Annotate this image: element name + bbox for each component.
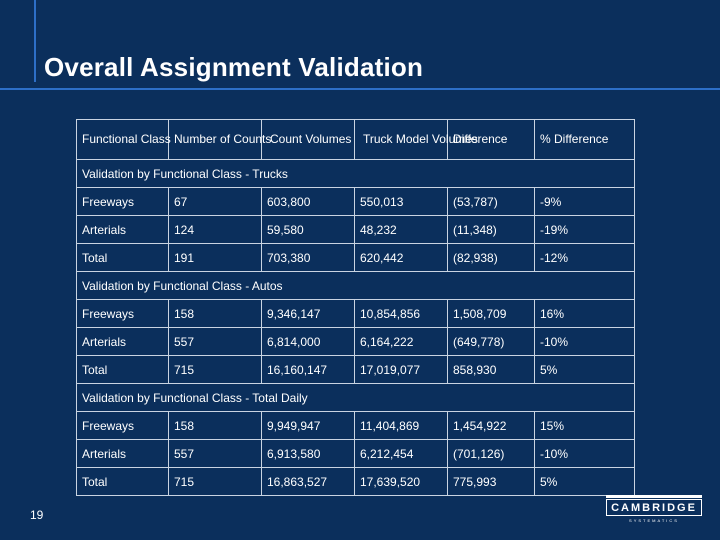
cell-percent-difference: 16% <box>534 299 635 328</box>
logo-rule <box>606 495 702 498</box>
header-difference: Difference <box>447 119 535 160</box>
cell-number-of-counts: 715 <box>168 467 262 496</box>
cell-functional-class: Freeways <box>76 187 169 216</box>
cell-difference: (82,938) <box>447 243 535 272</box>
cell-count-volumes: 9,949,947 <box>261 411 355 440</box>
section-header-row: Validation by Functional Class - Autos <box>76 271 635 300</box>
cell-percent-difference: 15% <box>534 411 635 440</box>
header-percent-difference: % Difference <box>534 119 635 160</box>
header-truck-model-volumes: Truck Model Volumes <box>354 119 478 160</box>
table-row: Total 191 703,380 620,442 (82,938) -12% <box>76 243 635 272</box>
section-header-row: Validation by Functional Class - Total D… <box>76 383 635 412</box>
cell-difference: 1,508,709 <box>447 299 535 328</box>
table-row: Arterials 557 6,814,000 6,164,222 (649,778) -… <box>76 327 635 356</box>
table-row: Arterials 557 6,913,580 6,212,454 (701,126) -… <box>76 439 635 468</box>
table-row: Freeways 158 9,949,947 11,404,869 1,454,922 1… <box>76 411 635 440</box>
cell-count-volumes: 16,160,147 <box>261 355 355 384</box>
header-count-volumes: Count Volumes <box>261 119 355 160</box>
cell-truck-model-volumes: 17,019,077 <box>354 355 448 384</box>
cell-truck-model-volumes: 11,404,869 <box>354 411 448 440</box>
cell-percent-difference: -19% <box>534 215 635 244</box>
cell-functional-class: Freeways <box>76 299 169 328</box>
table-row: Total 715 16,863,527 17,639,520 775,993 5% <box>76 467 635 496</box>
cell-count-volumes: 16,863,527 <box>261 467 355 496</box>
cell-number-of-counts: 557 <box>168 439 262 468</box>
cell-count-volumes: 703,380 <box>261 243 355 272</box>
slide-title: Overall Assignment Validation <box>44 52 424 82</box>
cell-functional-class: Arterials <box>76 327 169 356</box>
company-logo: CAMBRIDGE SYSTEMATICS <box>606 495 702 525</box>
cell-count-volumes: 6,913,580 <box>261 439 355 468</box>
cell-percent-difference: 5% <box>534 355 635 384</box>
validation-table: Functional Class Number of Counts Count … <box>76 119 635 496</box>
cell-functional-class: Total <box>76 355 169 384</box>
cell-truck-model-volumes: 620,442 <box>354 243 448 272</box>
cell-difference: (649,778) <box>447 327 535 356</box>
cell-count-volumes: 59,580 <box>261 215 355 244</box>
cell-truck-model-volumes: 550,013 <box>354 187 448 216</box>
cell-number-of-counts: 557 <box>168 327 262 356</box>
table-header-row: Functional Class Number of Counts Count … <box>76 119 635 160</box>
cell-functional-class: Total <box>76 243 169 272</box>
cell-number-of-counts: 67 <box>168 187 262 216</box>
accent-vertical-rule <box>34 0 36 82</box>
logo-wordmark: CAMBRIDGE <box>606 499 702 516</box>
cell-difference: (701,126) <box>447 439 535 468</box>
cell-percent-difference: -10% <box>534 439 635 468</box>
section-header-row: Validation by Functional Class - Trucks <box>76 159 635 188</box>
accent-horizontal-rule <box>0 88 720 90</box>
cell-difference: 1,454,922 <box>447 411 535 440</box>
header-functional-class: Functional Class <box>76 119 171 160</box>
page-number: 19 <box>30 508 44 522</box>
section-label: Validation by Functional Class - Trucks <box>76 159 635 188</box>
cell-number-of-counts: 158 <box>168 299 262 328</box>
cell-number-of-counts: 158 <box>168 411 262 440</box>
cell-percent-difference: 5% <box>534 467 635 496</box>
table-row: Arterials 124 59,580 48,232 (11,348) -19% <box>76 215 635 244</box>
cell-percent-difference: -10% <box>534 327 635 356</box>
cell-number-of-counts: 715 <box>168 355 262 384</box>
table-row: Freeways 67 603,800 550,013 (53,787) -9% <box>76 187 635 216</box>
cell-percent-difference: -9% <box>534 187 635 216</box>
cell-truck-model-volumes: 10,854,856 <box>354 299 448 328</box>
cell-functional-class: Arterials <box>76 439 169 468</box>
cell-difference: (53,787) <box>447 187 535 216</box>
table-row: Freeways 158 9,346,147 10,854,856 1,508,709 1… <box>76 299 635 328</box>
cell-truck-model-volumes: 6,164,222 <box>354 327 448 356</box>
cell-difference: 775,993 <box>447 467 535 496</box>
header-number-of-counts: Number of Counts <box>168 119 271 160</box>
cell-difference: (11,348) <box>447 215 535 244</box>
cell-functional-class: Freeways <box>76 411 169 440</box>
cell-count-volumes: 6,814,000 <box>261 327 355 356</box>
section-label: Validation by Functional Class - Autos <box>76 271 635 300</box>
table-row: Total 715 16,160,147 17,019,077 858,930 5% <box>76 355 635 384</box>
cell-number-of-counts: 191 <box>168 243 262 272</box>
cell-truck-model-volumes: 17,639,520 <box>354 467 448 496</box>
cell-count-volumes: 603,800 <box>261 187 355 216</box>
cell-truck-model-volumes: 6,212,454 <box>354 439 448 468</box>
cell-functional-class: Arterials <box>76 215 169 244</box>
logo-subtitle: SYSTEMATICS <box>629 518 679 523</box>
cell-number-of-counts: 124 <box>168 215 262 244</box>
cell-truck-model-volumes: 48,232 <box>354 215 448 244</box>
cell-percent-difference: -12% <box>534 243 635 272</box>
cell-difference: 858,930 <box>447 355 535 384</box>
cell-functional-class: Total <box>76 467 169 496</box>
section-label: Validation by Functional Class - Total D… <box>76 383 635 412</box>
cell-count-volumes: 9,346,147 <box>261 299 355 328</box>
